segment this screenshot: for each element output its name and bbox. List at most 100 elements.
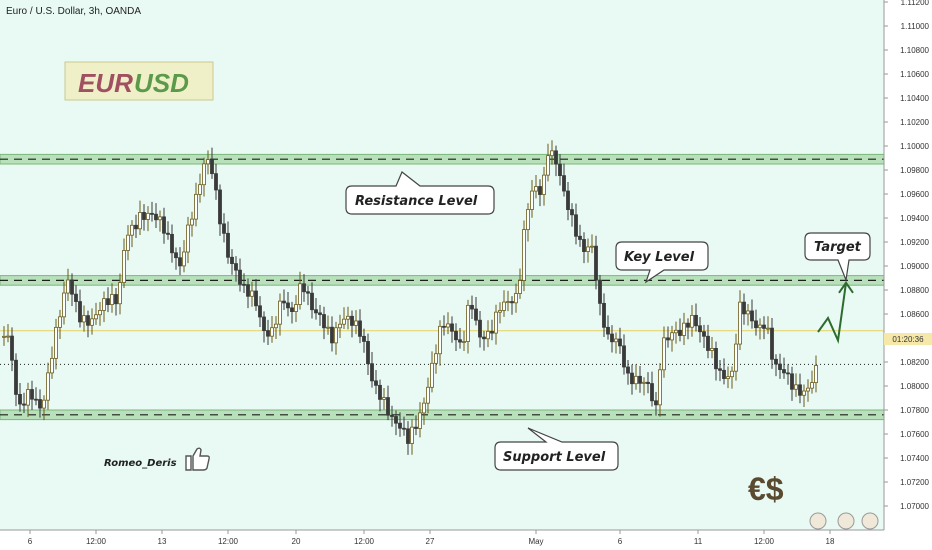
x-tick-label: 27 <box>426 537 435 546</box>
candle-body <box>430 362 434 388</box>
candle-body <box>22 403 26 406</box>
y-tick-label: 1.10400 <box>900 94 929 103</box>
candle-body <box>450 323 454 332</box>
candle-body <box>678 329 682 336</box>
candle-body <box>62 292 66 318</box>
candle-body <box>354 320 358 326</box>
price-axis-panel[interactable] <box>884 0 932 550</box>
candle-body <box>26 389 30 406</box>
candle-body <box>674 329 678 334</box>
target-callout: Target <box>804 232 871 283</box>
candle-body <box>718 368 722 371</box>
x-tick-label: 6 <box>28 537 33 546</box>
candle-body <box>554 150 558 165</box>
candle-body <box>278 300 282 325</box>
candle-body <box>654 400 658 406</box>
candle-body <box>634 375 638 385</box>
logo-box <box>64 61 214 101</box>
candle-body <box>770 327 774 360</box>
candle-body <box>786 372 790 375</box>
candle-body <box>290 307 294 312</box>
candle-body <box>190 218 194 226</box>
candle-body <box>542 174 546 195</box>
candle-body <box>182 251 186 267</box>
candle-body <box>310 292 314 311</box>
candle-body <box>130 224 134 236</box>
candle-body <box>698 325 702 333</box>
candle-body <box>6 335 10 338</box>
candle-body <box>426 386 430 404</box>
candle-body <box>238 269 242 285</box>
candle-body <box>42 399 46 409</box>
resistance-callout-shape <box>345 171 495 215</box>
candle-body <box>802 390 806 396</box>
candle-body <box>330 326 334 344</box>
candle-body <box>2 335 6 338</box>
candle-body <box>298 283 302 305</box>
candle-body <box>666 337 670 341</box>
candle-body <box>78 301 82 323</box>
candle-body <box>690 314 694 328</box>
candle-body <box>682 322 686 336</box>
candle-body <box>790 373 794 390</box>
candle-body <box>134 224 138 230</box>
candle-body <box>778 363 782 370</box>
candle-body <box>50 357 54 374</box>
candle-body <box>186 224 190 253</box>
candle-body <box>418 412 422 429</box>
x-tick-label: 12:00 <box>354 537 375 546</box>
y-tick-label: 1.11200 <box>901 0 930 7</box>
logo-eur: EUR <box>78 68 133 98</box>
logo-usd: USD <box>134 68 189 98</box>
candle-body <box>306 291 310 294</box>
candle-body <box>34 398 38 401</box>
candle-body <box>810 382 814 389</box>
support-callout: Support Level <box>494 427 619 471</box>
candle-body <box>798 384 802 396</box>
candle-body <box>662 337 666 371</box>
candle-body <box>754 320 758 329</box>
candle-body <box>722 369 726 379</box>
candle-body <box>762 324 766 329</box>
candle-body <box>442 325 446 328</box>
candle-body <box>434 353 438 364</box>
candle-body <box>326 326 330 329</box>
candle-body <box>406 428 410 444</box>
candle-body <box>302 283 306 293</box>
candle-body <box>142 212 146 220</box>
candle-body <box>334 327 338 344</box>
candle-body <box>410 426 414 444</box>
key-callout: Key Level <box>615 241 709 284</box>
y-tick-label: 1.08800 <box>900 286 929 295</box>
y-tick-label: 1.10800 <box>900 46 929 55</box>
candle-body <box>82 315 86 323</box>
candle-body <box>490 330 494 334</box>
candle-body <box>734 343 738 372</box>
resistance-callout: Resistance Level <box>345 171 495 215</box>
candle-body <box>154 213 158 221</box>
candle-body <box>242 283 246 286</box>
time-axis-panel[interactable] <box>0 530 884 550</box>
candle-body <box>514 293 518 304</box>
candle-body <box>638 375 642 384</box>
candle-body <box>338 323 342 329</box>
candle-body <box>646 381 650 384</box>
candle-body <box>202 163 206 186</box>
candle-body <box>378 384 382 400</box>
candle-body <box>606 326 610 335</box>
candle-body <box>510 301 514 304</box>
projection-arrow <box>817 281 854 344</box>
x-tick-label: 13 <box>158 537 167 546</box>
candle-body <box>482 336 486 340</box>
y-tick-label: 1.07800 <box>900 406 929 415</box>
candle-body <box>178 257 182 267</box>
candle-body <box>578 235 582 240</box>
candle-body <box>374 380 378 386</box>
candle-body <box>294 304 298 312</box>
y-tick-label: 1.10600 <box>900 70 929 79</box>
key-callout-shape <box>615 241 709 284</box>
candle-body <box>494 311 498 334</box>
candle-body <box>478 319 482 338</box>
candle-body <box>550 150 554 157</box>
event-flag-icon <box>837 512 855 530</box>
